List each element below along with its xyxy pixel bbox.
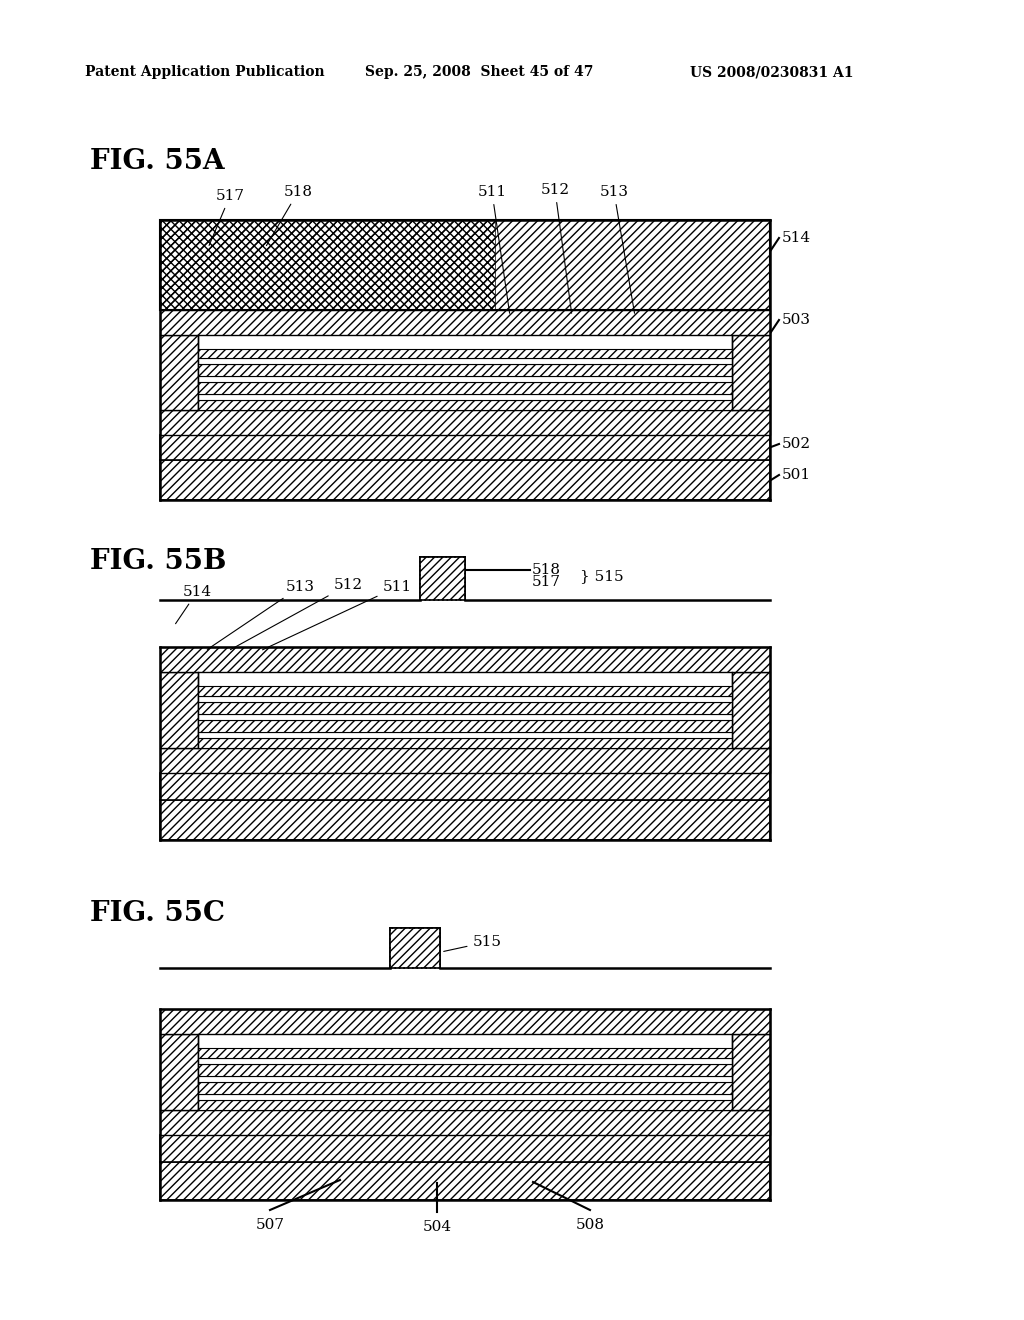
Bar bbox=[160, 220, 770, 310]
Bar bbox=[198, 1100, 732, 1110]
Bar bbox=[160, 220, 495, 310]
Text: 504: 504 bbox=[423, 1220, 452, 1234]
Bar bbox=[198, 364, 732, 376]
Bar bbox=[198, 738, 732, 748]
Bar bbox=[160, 310, 770, 335]
Bar bbox=[198, 400, 732, 411]
Text: Patent Application Publication: Patent Application Publication bbox=[85, 65, 325, 79]
Bar bbox=[160, 436, 770, 459]
Bar bbox=[160, 1162, 770, 1200]
Text: 515: 515 bbox=[443, 935, 502, 952]
Bar bbox=[198, 719, 732, 733]
Text: FIG. 55C: FIG. 55C bbox=[90, 900, 225, 927]
Text: 518: 518 bbox=[532, 564, 561, 577]
Bar bbox=[198, 376, 732, 383]
Bar bbox=[160, 774, 770, 800]
Bar bbox=[160, 411, 770, 436]
Text: 501: 501 bbox=[782, 469, 811, 482]
Bar bbox=[198, 1048, 732, 1057]
Text: 507: 507 bbox=[256, 1218, 285, 1232]
Bar bbox=[732, 1034, 770, 1110]
Bar bbox=[160, 1110, 770, 1135]
Text: 517: 517 bbox=[209, 189, 245, 246]
Text: Sep. 25, 2008  Sheet 45 of 47: Sep. 25, 2008 Sheet 45 of 47 bbox=[365, 65, 593, 79]
Text: 513: 513 bbox=[207, 579, 314, 649]
Bar bbox=[198, 1064, 732, 1076]
Bar bbox=[198, 1076, 732, 1082]
Bar bbox=[198, 383, 732, 395]
Bar bbox=[390, 928, 440, 968]
Bar bbox=[390, 928, 440, 968]
Text: 514: 514 bbox=[782, 231, 811, 246]
Text: 518: 518 bbox=[266, 185, 312, 246]
Bar bbox=[198, 714, 732, 719]
Bar bbox=[160, 459, 770, 500]
Text: 511: 511 bbox=[477, 185, 510, 313]
Bar bbox=[198, 685, 732, 696]
Bar bbox=[160, 1034, 198, 1110]
Bar bbox=[732, 672, 770, 748]
Text: 502: 502 bbox=[782, 437, 811, 451]
Bar bbox=[160, 1008, 770, 1034]
Bar bbox=[198, 395, 732, 400]
Bar bbox=[160, 1135, 770, 1162]
Text: 517: 517 bbox=[532, 576, 561, 589]
Text: 508: 508 bbox=[575, 1218, 604, 1232]
Bar bbox=[198, 1057, 732, 1064]
Bar bbox=[198, 348, 732, 358]
Bar bbox=[160, 335, 198, 411]
Bar bbox=[198, 696, 732, 702]
Text: 514: 514 bbox=[175, 585, 212, 624]
Bar bbox=[198, 733, 732, 738]
Bar bbox=[160, 748, 770, 774]
Bar bbox=[420, 557, 465, 601]
Bar bbox=[198, 358, 732, 364]
Text: 512: 512 bbox=[230, 578, 362, 649]
Text: 513: 513 bbox=[599, 185, 635, 313]
Bar bbox=[198, 702, 732, 714]
Text: US 2008/0230831 A1: US 2008/0230831 A1 bbox=[690, 65, 853, 79]
Bar bbox=[160, 800, 770, 840]
Text: FIG. 55A: FIG. 55A bbox=[90, 148, 224, 176]
Bar bbox=[160, 672, 198, 748]
Text: 512: 512 bbox=[541, 183, 571, 313]
Text: 511: 511 bbox=[262, 579, 412, 649]
Bar bbox=[420, 557, 465, 601]
Bar bbox=[198, 1082, 732, 1094]
Text: } 515: } 515 bbox=[580, 569, 624, 583]
Bar bbox=[198, 1094, 732, 1100]
Bar bbox=[732, 335, 770, 411]
Bar bbox=[160, 647, 770, 672]
Text: 503: 503 bbox=[782, 313, 811, 327]
Text: FIG. 55B: FIG. 55B bbox=[90, 548, 226, 576]
